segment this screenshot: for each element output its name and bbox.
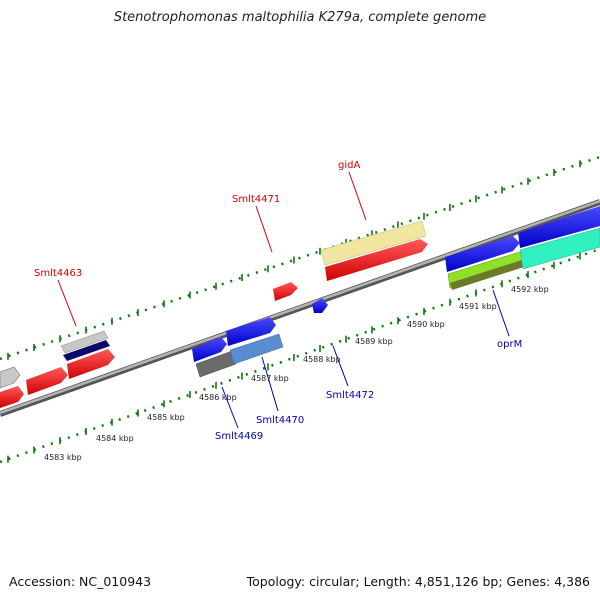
gene-feature-blue-right-2[interactable] xyxy=(518,206,600,248)
gene-feature-gida-red[interactable] xyxy=(325,239,428,281)
forward-tick-track xyxy=(0,155,600,361)
tick-label-4586: 4586 kbp xyxy=(199,393,237,402)
gene-feature-red-2[interactable] xyxy=(67,349,115,379)
reverse-feature-track xyxy=(192,227,600,378)
gene-label-smlt4469[interactable]: Smlt4469 xyxy=(215,431,263,442)
label-leader-lines xyxy=(57,171,510,429)
gene-feature-smlt4469-grey[interactable] xyxy=(195,350,237,378)
major-tick-marks xyxy=(7,160,581,463)
tick-label-4584: 4584 kbp xyxy=(96,434,134,443)
gene-feature-blue-right-1[interactable] xyxy=(445,236,520,272)
gene-feature-cyan-right[interactable] xyxy=(519,227,600,270)
tick-label-4589: 4589 kbp xyxy=(355,337,393,346)
gene-feature-grey-left[interactable] xyxy=(0,366,21,389)
tick-label-4592: 4592 kbp xyxy=(511,285,549,294)
gene-label-gida[interactable]: gidA xyxy=(338,160,360,171)
gene-label-smlt4471[interactable]: Smlt4471 xyxy=(232,194,280,205)
forward-feature-track xyxy=(0,206,600,408)
gene-feature-oprm-olive[interactable] xyxy=(450,259,527,290)
reverse-tick-track xyxy=(0,247,600,464)
gene-labels: Smlt4463 Smlt4471 gidA Smlt4469 Smlt4470… xyxy=(34,160,522,442)
gene-feature-smlt4470-blue[interactable] xyxy=(226,317,276,346)
gene-feature-smlt4470-steel[interactable] xyxy=(229,333,284,365)
gene-feature-red-left[interactable] xyxy=(0,386,24,408)
gene-feature-red-1[interactable] xyxy=(26,367,68,395)
tick-label-4588: 4588 kbp xyxy=(303,355,341,364)
tick-label-4583: 4583 kbp xyxy=(44,453,82,462)
tick-label-4590: 4590 kbp xyxy=(407,320,445,329)
tick-labels: 4583 kbp 4584 kbp 4585 kbp 4586 kbp 4587… xyxy=(44,285,549,462)
gene-label-smlt4463[interactable]: Smlt4463 xyxy=(34,268,82,279)
accession-text: Accession: NC_010943 xyxy=(9,574,152,589)
map-title: Stenotrophomonas maltophilia K279a, comp… xyxy=(113,10,487,25)
gene-feature-small-red[interactable] xyxy=(273,282,298,301)
gene-label-smlt4470[interactable]: Smlt4470 xyxy=(256,415,304,426)
gene-label-oprm[interactable]: oprM xyxy=(497,339,522,350)
topology-text: Topology: circular; Length: 4,851,126 bp… xyxy=(246,574,590,589)
tick-label-4587: 4587 kbp xyxy=(251,374,289,383)
tick-label-4585: 4585 kbp xyxy=(147,413,185,422)
gene-feature-smlt4469-blue[interactable] xyxy=(192,337,227,362)
gene-label-smlt4472[interactable]: Smlt4472 xyxy=(326,390,374,401)
gene-feature-smlt4463-light[interactable] xyxy=(60,330,109,354)
gene-feature-small-blue[interactable] xyxy=(312,298,328,313)
gene-feature-smlt4463-dark[interactable] xyxy=(63,340,110,361)
genome-backbone xyxy=(0,199,600,417)
gene-feature-gida-yellow[interactable] xyxy=(320,220,427,266)
tick-label-4591: 4591 kbp xyxy=(459,302,497,311)
